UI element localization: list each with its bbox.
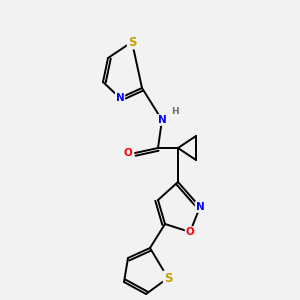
Text: O: O — [124, 148, 132, 158]
Text: S: S — [164, 272, 172, 284]
Text: S: S — [128, 35, 136, 49]
Text: O: O — [186, 227, 194, 237]
Text: N: N — [196, 202, 204, 212]
Text: N: N — [116, 93, 124, 103]
Text: N: N — [158, 115, 166, 125]
Text: H: H — [171, 107, 179, 116]
